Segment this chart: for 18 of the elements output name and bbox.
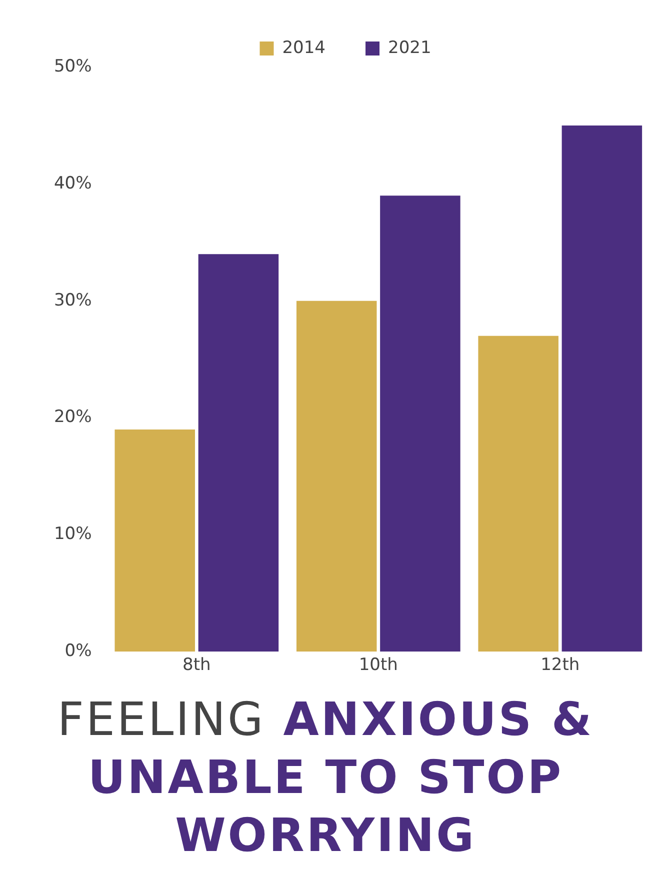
x-tick-label: 12th xyxy=(540,655,580,676)
y-tick-label: 10% xyxy=(54,524,92,544)
y-tick-label: 0% xyxy=(64,641,92,662)
legend-label: 2014 xyxy=(282,38,326,58)
y-tick-label: 30% xyxy=(54,290,92,310)
y-tick-label: 20% xyxy=(54,407,92,428)
y-tick-label: 40% xyxy=(54,173,92,194)
bar xyxy=(380,196,460,652)
bar xyxy=(198,254,279,652)
chart-title: FEELING ANXIOUS & UNABLE TO STOP WORRYING xyxy=(57,692,594,862)
bar xyxy=(478,336,558,652)
x-tick-label: 10th xyxy=(358,655,398,676)
bar xyxy=(296,300,377,652)
legend-label: 2021 xyxy=(388,38,432,58)
bar xyxy=(562,125,642,652)
y-tick-label: 50% xyxy=(54,56,92,76)
bar xyxy=(114,429,195,652)
x-tick-label: 8th xyxy=(182,655,211,676)
